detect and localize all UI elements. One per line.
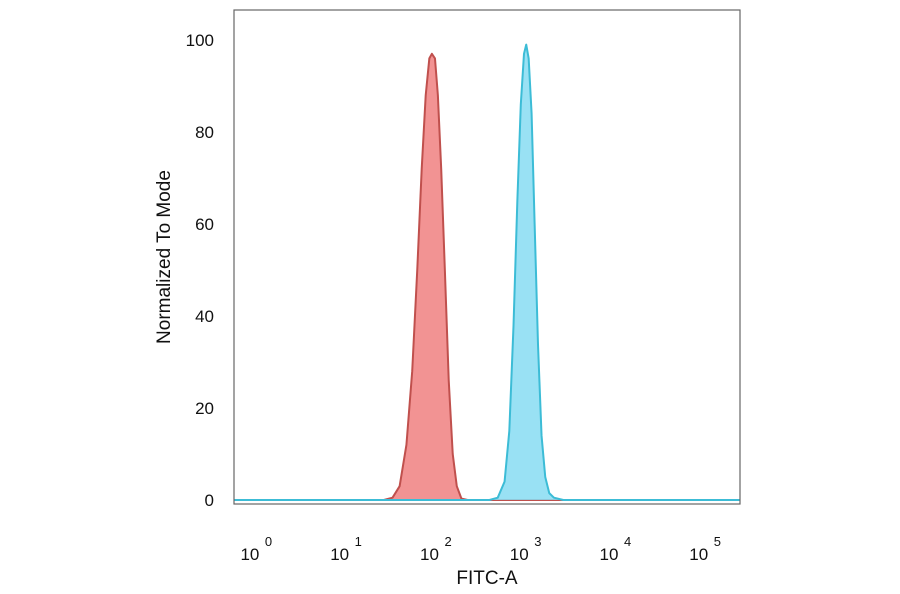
x-tick-exponent: 5 [714,534,721,549]
x-tick-exponent: 0 [265,534,272,549]
x-tick-exponent: 1 [355,534,362,549]
plot-frame [233,9,741,505]
x-tick-label: 10 [420,545,439,564]
y-tick-label: 20 [195,399,214,418]
y-tick-label: 60 [195,215,214,234]
x-tick-label: 10 [330,545,349,564]
y-tick-label: 100 [186,31,214,50]
y-tick-label: 40 [195,307,214,326]
y-tick-label: 0 [205,491,214,510]
y-axis-label: Normalized To Mode [154,170,175,344]
x-tick-exponent: 3 [534,534,541,549]
series-2-fill [234,44,740,500]
y-tick-label: 80 [195,123,214,142]
x-tick-label: 10 [689,545,708,564]
x-axis-label: FITC-A [456,568,518,589]
series-1-line [234,52,740,501]
x-tick-exponent: 4 [624,534,631,549]
x-tick-label: 10 [600,545,619,564]
series-2-line [234,43,740,501]
series-1-fill [234,53,740,501]
x-tick-label: 10 [240,545,259,564]
x-tick-exponent: 2 [444,534,451,549]
x-tick-label: 10 [510,545,529,564]
